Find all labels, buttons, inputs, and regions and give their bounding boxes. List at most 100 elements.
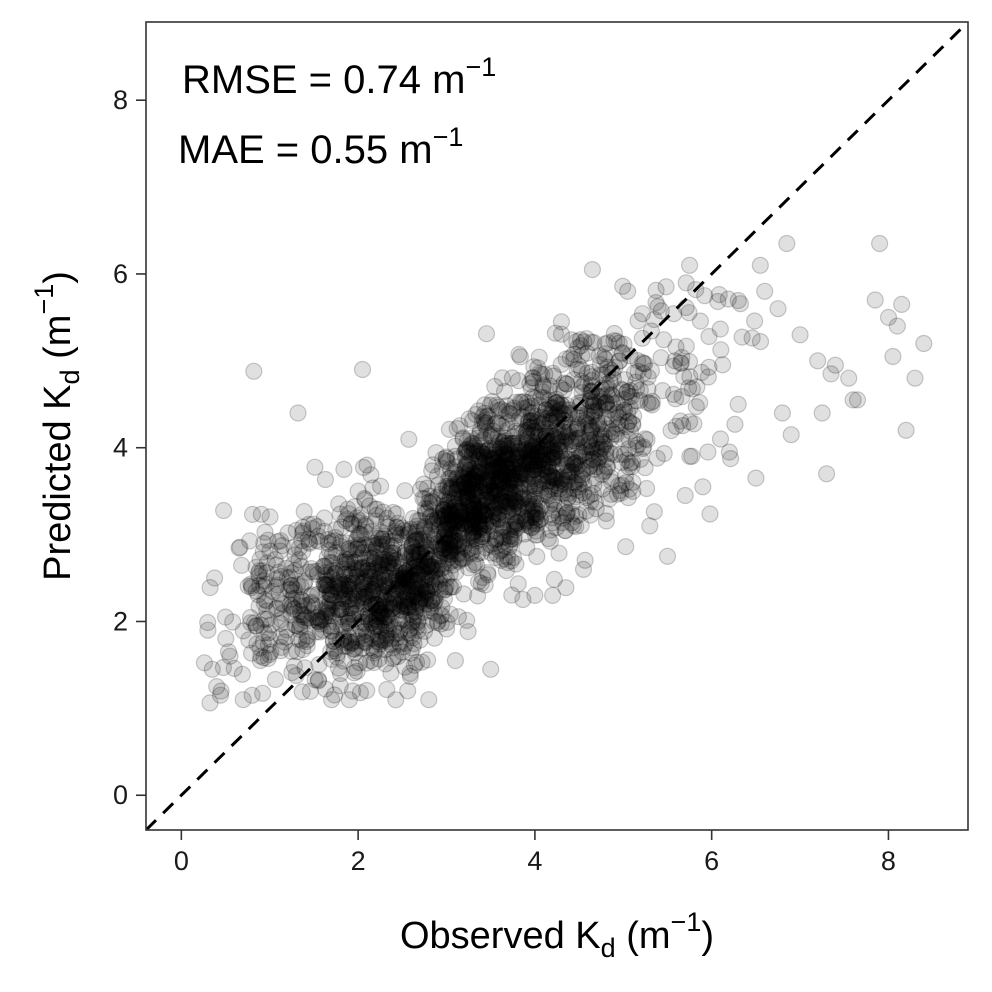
data-point	[256, 523, 274, 541]
data-point	[558, 456, 576, 474]
data-point	[408, 618, 426, 636]
data-point	[515, 393, 533, 411]
data-point	[372, 537, 391, 556]
data-point	[649, 298, 667, 316]
data-point	[564, 350, 583, 368]
data-point	[587, 500, 605, 518]
data-point	[408, 558, 426, 576]
data-point	[444, 578, 462, 596]
data-point	[380, 552, 398, 570]
data-point	[611, 352, 629, 370]
data-point	[524, 502, 542, 520]
data-point	[500, 449, 518, 467]
data-point	[596, 335, 614, 353]
data-point	[534, 378, 553, 396]
data-point	[674, 417, 692, 435]
data-point	[519, 500, 537, 518]
data-point	[298, 627, 316, 645]
data-point	[342, 635, 361, 653]
data-point	[621, 382, 639, 400]
x-axis-title: Observed Kd (m−1)	[400, 907, 714, 963]
data-point	[595, 436, 613, 454]
data-point	[466, 467, 484, 485]
data-point	[530, 348, 548, 366]
data-point	[499, 497, 517, 515]
data-point	[465, 481, 483, 499]
data-point	[569, 416, 587, 434]
data-point	[667, 338, 685, 356]
data-point	[536, 456, 554, 474]
data-point	[558, 456, 576, 474]
data-point	[437, 569, 455, 587]
data-point	[478, 525, 496, 543]
data-point	[567, 517, 585, 536]
data-point	[681, 447, 699, 465]
data-point	[358, 588, 376, 606]
data-point	[602, 361, 620, 379]
data-point	[464, 527, 482, 545]
data-point	[583, 419, 601, 437]
data-point	[349, 590, 367, 608]
data-point	[259, 649, 277, 668]
data-point	[729, 395, 747, 413]
data-point	[435, 503, 453, 521]
data-point	[453, 514, 472, 532]
data-point	[529, 412, 547, 430]
data-point	[504, 434, 523, 453]
data-point	[588, 434, 606, 452]
data-point	[394, 597, 413, 616]
data-point	[526, 586, 544, 605]
data-point	[510, 439, 528, 457]
data-point	[494, 533, 512, 551]
data-point	[353, 575, 371, 593]
data-point	[464, 524, 482, 542]
data-point	[623, 415, 642, 433]
data-point	[471, 433, 490, 451]
data-point	[387, 505, 405, 523]
data-point	[620, 480, 639, 498]
data-point	[376, 641, 395, 659]
data-point	[470, 474, 488, 492]
data-point	[435, 539, 453, 558]
data-point	[615, 446, 634, 464]
data-point	[511, 478, 530, 496]
data-point	[584, 394, 602, 412]
data-point	[583, 439, 601, 457]
data-point	[473, 461, 492, 480]
data-point	[480, 482, 498, 500]
data-point	[555, 374, 573, 392]
data-point	[325, 632, 343, 650]
data-point	[565, 473, 583, 492]
data-point	[489, 457, 507, 475]
data-point	[544, 364, 562, 382]
data-point	[462, 429, 480, 447]
data-point	[572, 372, 590, 390]
data-point	[551, 379, 570, 397]
data-point	[573, 444, 592, 463]
data-point	[523, 506, 541, 524]
data-point	[570, 442, 588, 460]
data-point	[502, 434, 520, 453]
data-point	[578, 438, 596, 456]
data-point	[287, 521, 305, 539]
data-point	[522, 518, 541, 536]
data-point	[351, 684, 369, 702]
data-point	[450, 552, 468, 570]
data-point	[332, 534, 350, 552]
data-point	[463, 439, 481, 457]
data-point	[233, 556, 251, 574]
data-point	[302, 559, 320, 578]
data-point	[460, 559, 478, 577]
data-point	[340, 575, 358, 593]
data-point	[712, 341, 730, 359]
data-point	[476, 576, 494, 594]
data-point	[243, 644, 261, 662]
data-point	[475, 448, 493, 466]
data-point	[474, 445, 492, 463]
data-point	[373, 530, 392, 549]
data-point	[358, 681, 376, 700]
data-point	[355, 595, 373, 613]
data-point	[489, 427, 507, 445]
data-point	[332, 600, 350, 618]
